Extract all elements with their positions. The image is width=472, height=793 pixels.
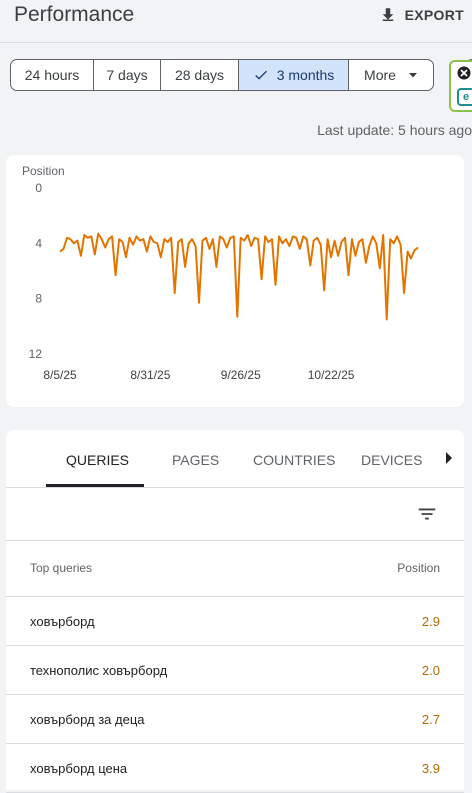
extension-badge[interactable]: e	[449, 60, 472, 112]
last-update-text: Last update: 5 hours ago	[317, 122, 472, 138]
range-label: 7 days	[106, 67, 148, 83]
x-tick-label: 9/26/25	[221, 368, 261, 382]
table-row[interactable]: ховърборд 2.9	[6, 597, 464, 646]
page-title: Performance	[14, 3, 135, 26]
position-cell: 2.7	[421, 712, 440, 727]
tab-queries[interactable]: QUERIES	[66, 452, 130, 468]
tab-devices[interactable]: DEVICES	[361, 452, 423, 468]
date-range-selector: 24 hours 7 days 28 days 3 months More	[10, 59, 434, 91]
tab-pages[interactable]: PAGES	[172, 452, 220, 468]
y-axis-label: Position	[22, 164, 65, 178]
report-table-card: QUERIES PAGES COUNTRIES DEVICES Top quer…	[6, 430, 464, 793]
position-cell: 2.9	[421, 614, 440, 629]
range-label: 28 days	[174, 67, 225, 83]
export-button[interactable]: EXPORT	[379, 6, 464, 24]
x-tick-label: 8/5/25	[43, 368, 77, 382]
query-rows: ховърборд 2.9 технополис ховърборд 2.0 х…	[6, 597, 464, 793]
query-cell: ховърборд цена	[30, 761, 128, 776]
export-label: EXPORT	[404, 7, 464, 23]
table-header: Top queries Position	[6, 541, 464, 597]
active-tab-indicator	[46, 484, 144, 487]
range-7-days[interactable]: 7 days	[94, 60, 161, 90]
chevron-right-icon[interactable]	[444, 451, 454, 465]
page-header: Performance EXPORT	[0, 0, 472, 43]
y-tick-label: 12	[29, 347, 43, 361]
position-series-line	[59, 232, 419, 321]
close-circle-icon	[457, 66, 471, 80]
position-line-chart: Position 0 4 8 12 8/5/25 8/31/25 9/26/25 10/22…	[22, 164, 419, 382]
tab-countries[interactable]: COUNTRIES	[253, 452, 336, 468]
x-tick-label: 8/31/25	[130, 368, 170, 382]
y-tick-label: 4	[35, 236, 42, 250]
caret-down-icon	[408, 73, 417, 78]
column-header-position[interactable]: Position	[397, 561, 440, 575]
table-row[interactable]: технополис ховърборд 2.0	[6, 646, 464, 695]
range-more-dropdown[interactable]: More	[349, 60, 433, 90]
range-label: 24 hours	[24, 67, 80, 83]
x-tick-label: 10/22/25	[308, 368, 355, 382]
extension-letter: e	[457, 88, 472, 106]
table-row[interactable]: ховърборд за деца 2.7	[6, 695, 464, 744]
range-28-days[interactable]: 28 days	[161, 60, 239, 90]
download-icon	[382, 8, 393, 21]
column-header-query[interactable]: Top queries	[30, 561, 93, 575]
query-cell: технополис ховърборд	[30, 663, 168, 678]
table-toolbar	[6, 488, 464, 541]
range-3-months[interactable]: 3 months	[239, 60, 349, 90]
range-label: More	[364, 67, 396, 83]
filter-icon[interactable]	[416, 503, 438, 525]
check-icon	[254, 70, 267, 80]
table-row[interactable]: ховърборд цена 3.9	[6, 744, 464, 793]
position-cell: 2.0	[421, 663, 440, 678]
position-cell: 3.9	[421, 761, 440, 776]
y-tick-label: 0	[35, 181, 42, 195]
query-cell: ховърборд	[30, 614, 95, 629]
query-cell: ховърборд за деца	[30, 712, 145, 727]
performance-chart-card: Position 0 4 8 12 8/5/25 8/31/25 9/26/25 10/22…	[6, 155, 464, 407]
range-label: 3 months	[276, 67, 335, 83]
y-tick-label: 8	[35, 292, 42, 306]
range-24-hours[interactable]: 24 hours	[11, 60, 94, 90]
dimension-tabs: QUERIES PAGES COUNTRIES DEVICES	[6, 430, 464, 488]
